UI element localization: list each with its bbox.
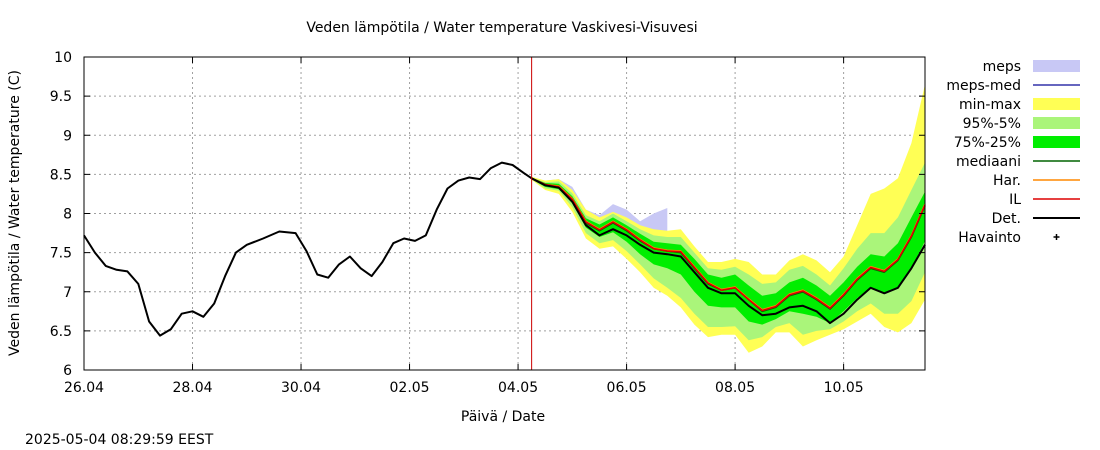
y-axis-ticks: 6 6.5 7 7.5 8 8.5 9 9.5 10 xyxy=(50,50,925,379)
y-tick-label: 6.5 xyxy=(50,324,72,340)
chart-title: Veden lämpötila / Water temperature Vask… xyxy=(306,20,697,36)
y-tick-label: 8 xyxy=(63,207,72,223)
x-tick-label: 02.05 xyxy=(390,380,430,396)
grid-lines xyxy=(84,57,925,370)
legend-swatch-p95-5 xyxy=(1033,117,1080,129)
x-tick-label: 06.05 xyxy=(607,380,647,396)
x-tick-label: 28.04 xyxy=(172,380,212,396)
x-tick-label: 08.05 xyxy=(715,380,755,396)
y-tick-label: 9.5 xyxy=(50,89,72,105)
y-tick-label: 10 xyxy=(54,50,72,66)
x-tick-label: 30.04 xyxy=(281,380,321,396)
y-axis-label: Veden lämpötila / Water temperature (C) xyxy=(7,70,23,356)
x-tick-label: 04.05 xyxy=(498,380,538,396)
legend-swatch-p75-25 xyxy=(1033,136,1080,148)
legend-label-mediaani: mediaani xyxy=(956,154,1021,170)
legend-swatch-meps xyxy=(1033,60,1080,72)
legend: meps meps-med min-max 95%-5% 75%-25% mediaani… xyxy=(946,59,1080,246)
timestamp-footer: 2025-05-04 08:29:59 EEST xyxy=(25,432,214,448)
legend-label-p95-5: 95%-5% xyxy=(963,116,1021,132)
series-det xyxy=(531,177,926,325)
legend-label-det: Det. xyxy=(992,211,1021,227)
y-tick-label: 7.5 xyxy=(50,246,72,262)
series-observed xyxy=(83,161,533,337)
y-tick-label: 8.5 xyxy=(50,167,72,183)
series-lines xyxy=(83,57,926,370)
x-axis-ticks: 26.04 28.04 30.04 02.05 04.05 06.05 08.05 10.05 xyxy=(64,57,864,396)
x-tick-label: 26.04 xyxy=(64,380,104,396)
legend-label-har: Har. xyxy=(993,173,1021,189)
x-tick-label: 10.05 xyxy=(824,380,864,396)
legend-label-minmax: min-max xyxy=(959,97,1021,113)
legend-label-meps-med: meps-med xyxy=(946,78,1021,94)
legend-label-meps: meps xyxy=(983,59,1021,75)
legend-label-havainto: Havainto xyxy=(958,230,1021,246)
y-tick-label: 6 xyxy=(63,363,72,379)
band-p75-25 xyxy=(531,177,925,325)
x-axis-label: Päivä / Date xyxy=(461,409,545,425)
y-tick-label: 9 xyxy=(63,128,72,144)
legend-swatch-minmax xyxy=(1033,98,1080,110)
legend-label-il: IL xyxy=(1009,192,1021,208)
series-il xyxy=(531,177,926,312)
legend-label-p75-25: 75%-25% xyxy=(954,135,1021,151)
y-tick-label: 7 xyxy=(63,285,72,301)
